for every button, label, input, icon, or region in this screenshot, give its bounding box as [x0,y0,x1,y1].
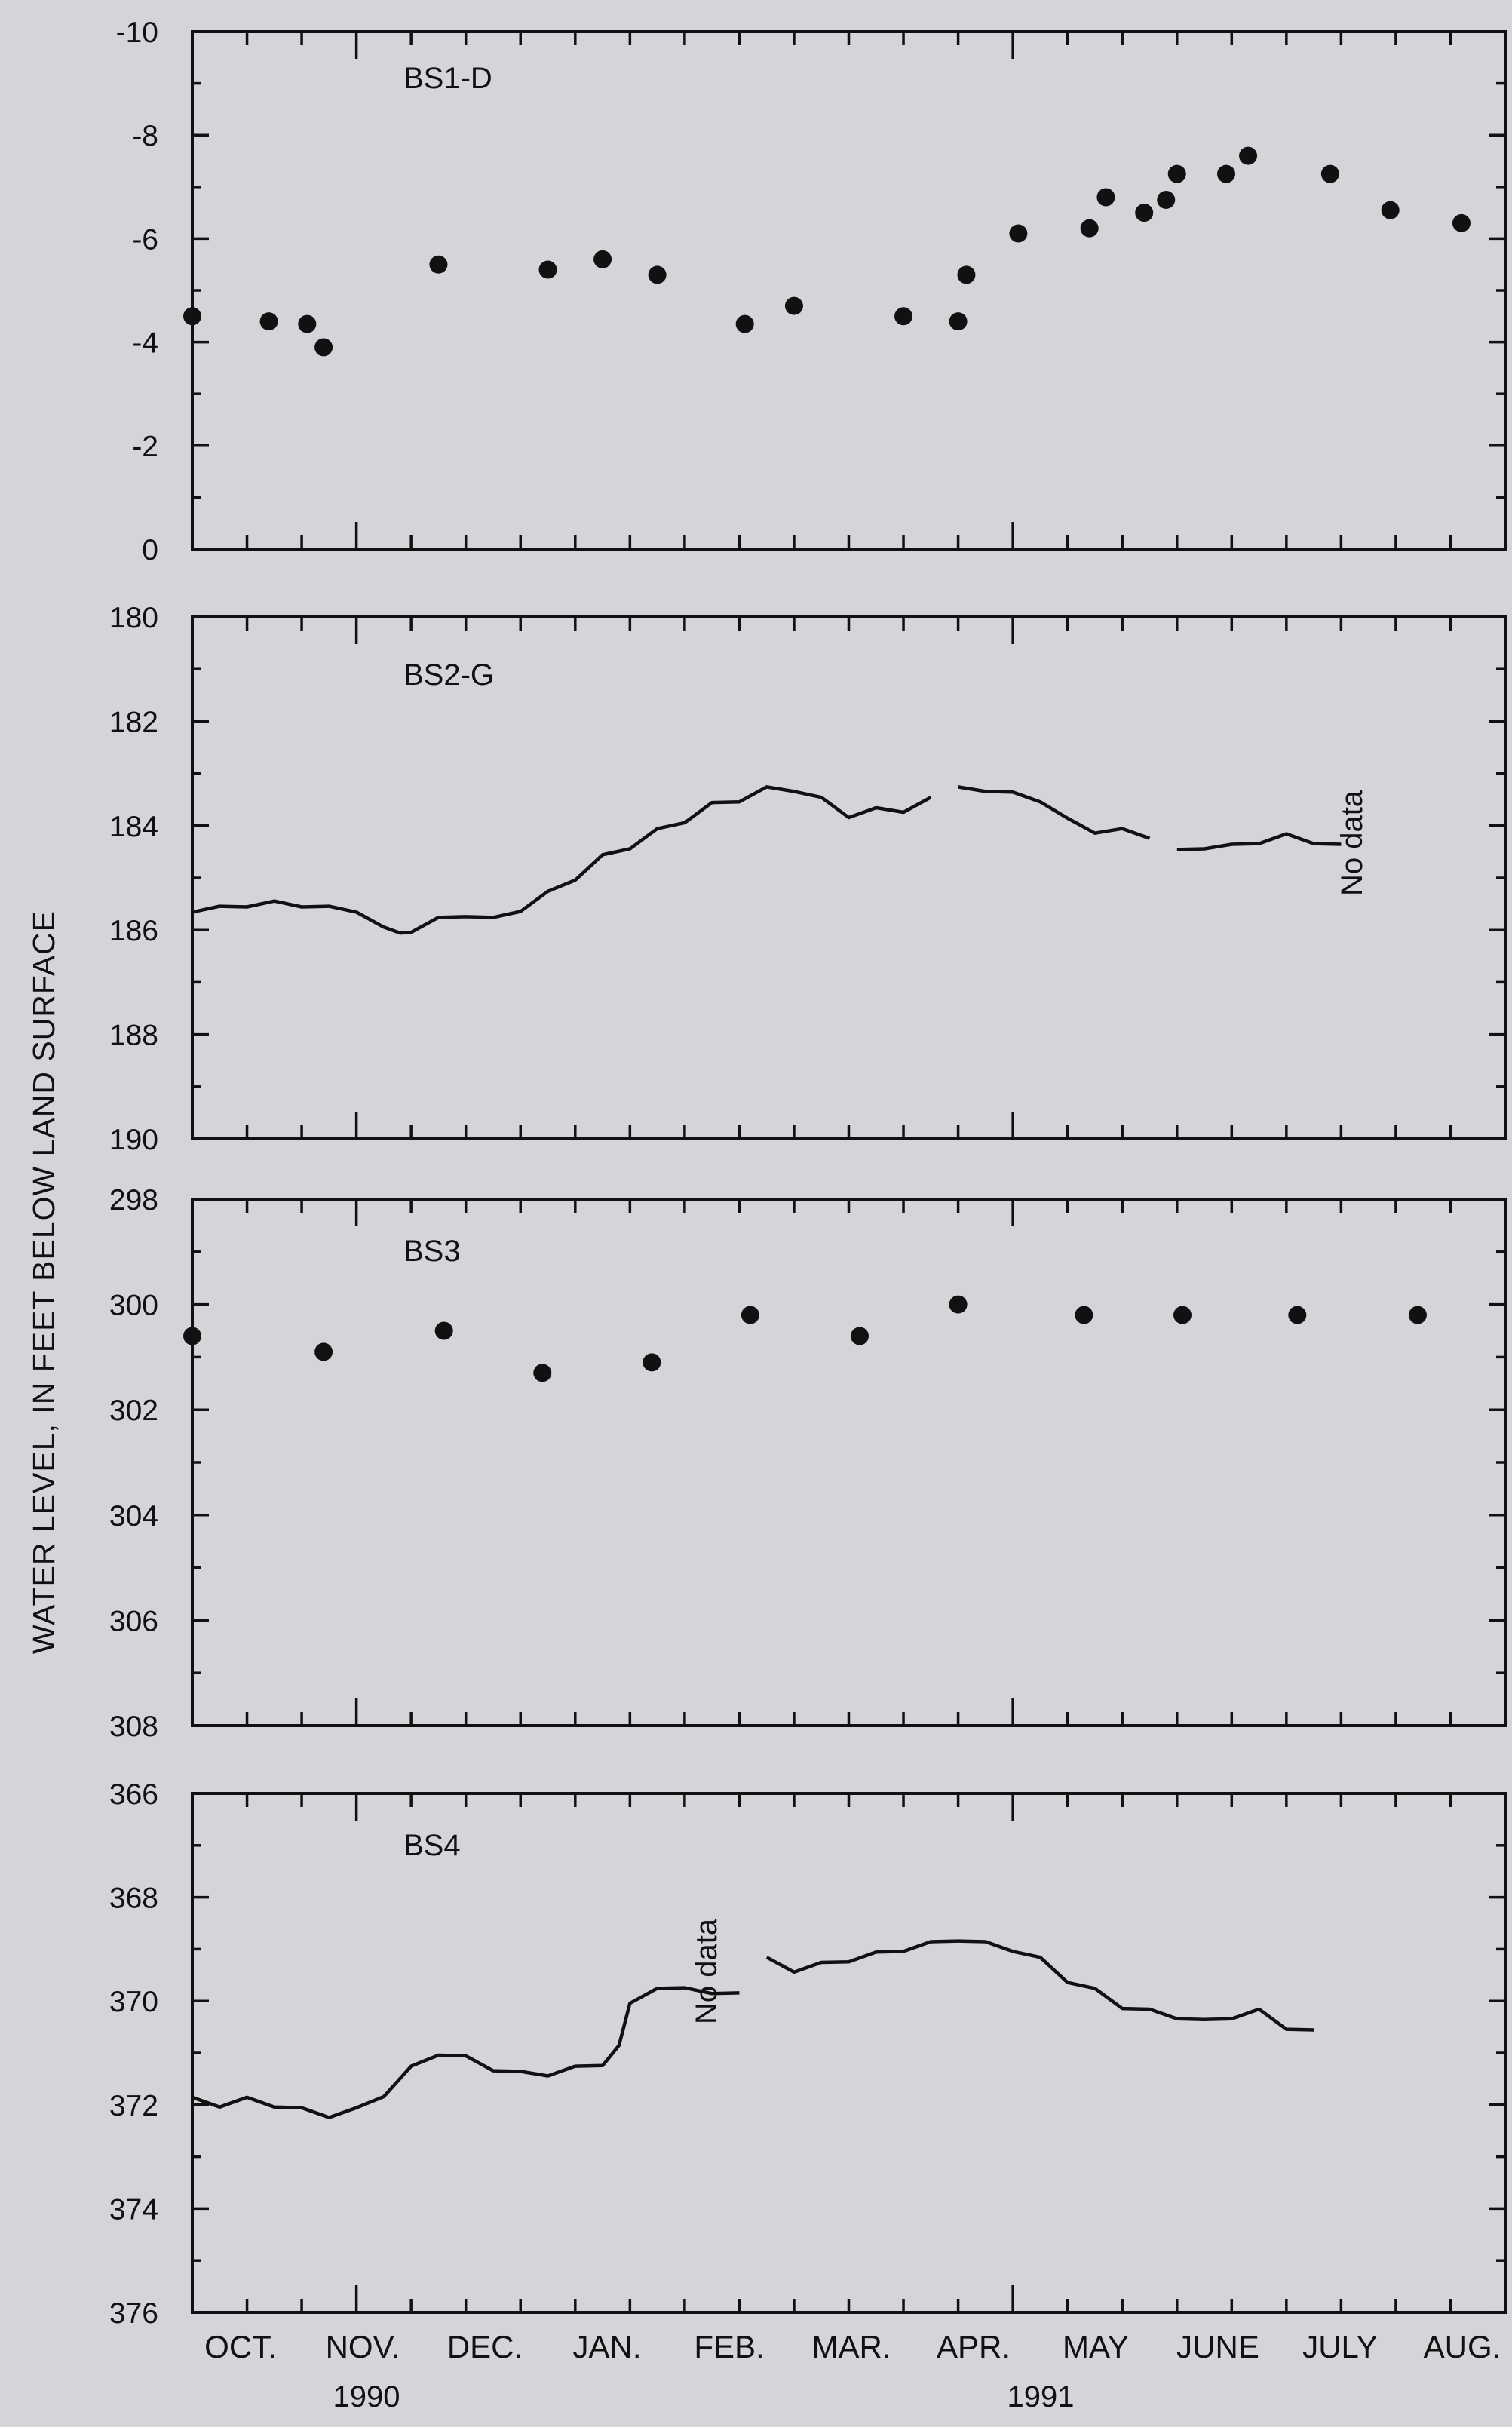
data-point [183,307,201,326]
y-tick-label: 376 [109,2297,158,2330]
data-point [851,1327,869,1345]
data-point [784,296,803,315]
data-point [1239,146,1258,165]
data-point [643,1353,661,1372]
data-point [1408,1306,1427,1324]
year-label-1990: 1990 [333,2380,400,2413]
data-point [1288,1306,1307,1324]
panel-label: BS2-G [403,658,494,692]
plot-frame [191,1792,1507,2314]
y-tick-label: 372 [109,2090,158,2122]
y-tick-label: -4 [132,327,158,360]
data-point [314,1342,333,1361]
y-tick-label: 0 [142,534,158,566]
data-point [949,312,968,331]
month-label: AUG. [1424,2329,1501,2364]
series-line [192,1986,740,2119]
data-point [957,265,976,284]
y-tick-label: -8 [132,120,158,152]
y-tick-label: 366 [109,1778,158,1811]
data-point [314,338,333,357]
y-tick-label: 308 [109,1711,158,1743]
no-data-annotation: No data [690,1918,723,2024]
panel-bs3: 298 300 302 304 306 308 BS3 [109,1184,1507,1743]
panel-label: BS4 [403,1829,461,1862]
month-label: JUNE [1176,2329,1259,2364]
y-tick-label: 302 [109,1395,158,1427]
month-labels: OCT. NOV. DEC. JAN. FEB. MAR. APR. MAY JUNE JULY A… [204,2329,1501,2364]
series-line [1176,832,1342,851]
data-point [1320,164,1339,183]
month-label: JULY [1302,2329,1378,2364]
plot-frame [191,1198,1507,1727]
y-tick-label: 184 [109,811,158,843]
data-point [894,307,913,326]
data-point [593,250,612,268]
y-tick-label: 186 [109,915,158,947]
data-point [741,1306,759,1324]
plot-frame [191,615,1507,1140]
y-tick-label: 182 [109,706,158,738]
month-label: FEB. [694,2329,764,2364]
y-tick-label: 300 [109,1290,158,1322]
data-point [1157,190,1176,209]
y-tick-label: 298 [109,1184,158,1217]
y-tick-label: 368 [109,1882,158,1915]
y-axis-label: WATER LEVEL, IN FEET BELOW LAND SURFACE [26,910,61,1654]
panel-label: BS3 [403,1235,461,1268]
month-label: MAR. [812,2329,891,2364]
data-point [533,1364,552,1382]
panels: -10 -8 -6 -4 -2 0 BS1-D 180 182 184 186 188 190 BS2-G… [109,17,1507,2330]
data-point [1452,213,1471,232]
data-point [259,312,278,331]
data-point [1075,1306,1093,1324]
series-line [765,1939,1314,2032]
y-tick-label: -6 [132,223,158,256]
data-point [1217,164,1236,183]
data-point [538,260,557,279]
month-label: MAY [1063,2329,1129,2364]
data-point [298,314,317,333]
y-tick-label: 374 [109,2193,158,2226]
month-label: DEC. [447,2329,523,2364]
data-point [1167,164,1186,183]
no-data-annotation: No data [1336,790,1369,896]
data-point [183,1327,201,1345]
data-point [434,1321,453,1340]
data-point [735,314,754,333]
series-line [958,785,1151,840]
month-label: NOV. [326,2329,400,2364]
y-tick-label: 180 [109,602,158,634]
month-label: OCT. [204,2329,277,2364]
data-point [1381,201,1400,219]
month-label: JAN. [572,2329,641,2364]
month-label: APR. [937,2329,1011,2364]
series-line [192,785,932,935]
year-label-1991: 1991 [1007,2380,1075,2413]
y-tick-label: 188 [109,1020,158,1052]
plot-frame [191,30,1507,551]
data-point [1009,224,1028,243]
data-point [648,265,667,284]
y-tick-label: -10 [116,17,158,49]
data-point [949,1295,968,1314]
panel-bs4: 366 368 370 372 374 376 BS4 No data [109,1778,1507,2330]
y-tick-label: 370 [109,1986,158,2018]
data-point [1173,1306,1192,1324]
data-point [1135,204,1154,222]
data-point [429,255,448,274]
y-tick-label: -2 [132,431,158,463]
y-tick-label: 304 [109,1500,158,1533]
panel-label: BS1-D [403,62,492,95]
y-tick-label: 306 [109,1605,158,1637]
y-tick-label: 190 [109,1124,158,1156]
panel-bs1-d: -10 -8 -6 -4 -2 0 BS1-D [116,17,1507,566]
data-point [1096,188,1115,207]
data-point [1080,219,1099,238]
panel-bs2-g: 180 182 184 186 188 190 BS2-G No data [109,602,1507,1156]
